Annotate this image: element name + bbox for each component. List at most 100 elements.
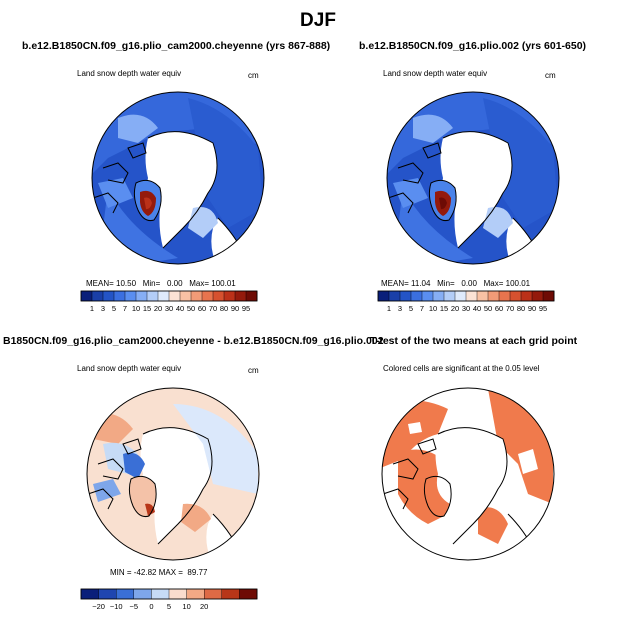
- colorbar-swatch: [135, 290, 148, 302]
- colorbar-swatch: [377, 290, 390, 302]
- colorbar-tick-label: 1: [387, 304, 391, 313]
- colorbar-swatch: [157, 290, 170, 302]
- panel-3-max: 89.77: [187, 568, 208, 577]
- colorbar-swatch: [102, 290, 115, 302]
- panel-2-max: 100.01: [505, 279, 531, 288]
- colorbar-tick-label: 15: [143, 304, 151, 313]
- colorbar-swatch: [432, 290, 445, 302]
- colorbar-tick-label: 50: [187, 304, 195, 313]
- figure-title: DJF: [300, 10, 336, 31]
- colorbar-swatch: [80, 290, 93, 302]
- colorbar-swatch: [151, 588, 170, 600]
- colorbar-swatch: [498, 290, 511, 302]
- colorbar-tick-label: 7: [123, 304, 127, 313]
- colorbar-tick-label: 95: [242, 304, 250, 313]
- colorbar-tick-label: 20: [451, 304, 459, 313]
- colorbar-swatch: [454, 290, 467, 302]
- colorbar-swatch: [98, 588, 117, 600]
- panel-3-max-label: MAX =: [158, 568, 183, 577]
- colorbar-swatch: [223, 290, 236, 302]
- panel-2-title: b.e12.B1850CN.f09_g16.plio.002 (yrs 601-…: [359, 40, 587, 52]
- panel-3-min-label: MIN =: [110, 568, 132, 577]
- panel-4-note: Colored cells are significant at the 0.0…: [383, 364, 540, 373]
- panel-1-colorbar: 1 3 5 7 10 15 20 30 40 50 60 70 80 90 95: [80, 290, 258, 313]
- panel-1-mean: 10.50: [116, 279, 137, 288]
- colorbar-tick-label: 3: [101, 304, 105, 313]
- colorbar-swatch: [399, 290, 412, 302]
- colorbar-tick-label: 80: [220, 304, 228, 313]
- colorbar-swatch: [388, 290, 401, 302]
- colorbar-swatch: [465, 290, 478, 302]
- colorbar-swatch: [168, 588, 187, 600]
- panel-4-map: [381, 387, 555, 561]
- panel-2-stats: MEAN= 11.04 Min= 0.00 Max= 100.01: [381, 279, 530, 288]
- colorbar-swatch: [186, 588, 205, 600]
- colorbar-frame: [80, 588, 258, 600]
- colorbar-tick-label: 90: [528, 304, 536, 313]
- colorbar-swatch: [239, 588, 258, 600]
- colorbar-frame: [377, 290, 555, 302]
- colorbar-swatch: [421, 290, 434, 302]
- panel-3-variable: Land snow depth water equiv: [77, 364, 182, 373]
- colorbar-swatch: [542, 290, 555, 302]
- panel-1-units: cm: [248, 71, 259, 80]
- panel-2-mean: 11.04: [411, 279, 431, 288]
- colorbar-tick-label: 70: [209, 304, 217, 313]
- colorbar-swatch: [124, 290, 137, 302]
- colorbar-swatch: [146, 290, 159, 302]
- colorbar-swatch: [80, 588, 99, 600]
- colorbar-swatch: [476, 290, 489, 302]
- colorbar-frame: [80, 290, 258, 302]
- colorbar-swatch: [487, 290, 500, 302]
- colorbar-swatch: [168, 290, 181, 302]
- colorbar-tick-label: 10: [132, 304, 140, 313]
- panel-2-max-label: Max=: [483, 279, 504, 288]
- panel-1-title: b.e12.B1850CN.f09_g16.plio_cam2000.cheye…: [22, 40, 331, 52]
- panel-3-stats: MIN = -42.82 MAX = 89.77: [110, 568, 207, 577]
- panel-3-units: cm: [248, 366, 259, 375]
- colorbar-tick-label: 95: [539, 304, 547, 313]
- panel-3-min: -42.82: [133, 568, 157, 577]
- panel-3-colorbar: −20 −10 −5 0 5 10 20: [80, 588, 258, 611]
- colorbar-tick-label: 80: [517, 304, 525, 313]
- panel-1-map: [91, 91, 265, 265]
- colorbar-swatch: [201, 290, 214, 302]
- panel-1-max: 100.01: [211, 279, 236, 288]
- panel-1-min: 0.00: [166, 279, 183, 288]
- panel-2-min-label: Min=: [437, 279, 455, 288]
- colorbar-tick-label: 5: [112, 304, 116, 313]
- colorbar-tick-label: −20: [92, 602, 105, 611]
- colorbar-tick-label: 5: [167, 602, 171, 611]
- panel-1-variable: Land snow depth water equiv: [77, 69, 182, 78]
- colorbar-tick-label: 3: [398, 304, 402, 313]
- colorbar-swatch: [443, 290, 456, 302]
- colorbar-tick-label: 20: [154, 304, 162, 313]
- colorbar-swatch: [212, 290, 225, 302]
- panel-2-mean-label: MEAN=: [381, 279, 409, 288]
- panel-1-min-label: Min=: [142, 279, 161, 288]
- panel-1-stats: MEAN= 10.50 Min= 0.00 Max= 100.01: [86, 279, 236, 288]
- colorbar-tick-label: 15: [440, 304, 448, 313]
- panel-2-units: cm: [545, 71, 556, 80]
- colorbar-swatch: [190, 290, 203, 302]
- panel-1-mean-label: MEAN=: [86, 279, 114, 288]
- colorbar-swatch: [133, 588, 152, 600]
- colorbar-tick-label: 7: [420, 304, 424, 313]
- colorbar-swatch: [410, 290, 423, 302]
- colorbar-tick-label: 20: [200, 602, 208, 611]
- panel-4-title: T-test of the two means at each grid poi…: [370, 335, 578, 347]
- colorbar-swatch: [245, 290, 258, 302]
- colorbar-tick-label: 40: [176, 304, 184, 313]
- colorbar-tick-label: 50: [484, 304, 492, 313]
- colorbar-swatch: [179, 290, 192, 302]
- colorbar-tick-label: 30: [165, 304, 173, 313]
- panel-3-map: [86, 387, 260, 561]
- colorbar-tick-label: 5: [409, 304, 413, 313]
- colorbar-swatch: [509, 290, 522, 302]
- panel-2-colorbar: 1 3 5 7 10 15 20 30 40 50 60 70 80 90 95: [377, 290, 555, 313]
- colorbar-swatch: [520, 290, 533, 302]
- colorbar-tick-label: −10: [110, 602, 123, 611]
- colorbar-swatch: [113, 290, 126, 302]
- colorbar-swatch: [531, 290, 544, 302]
- colorbar-tick-label: 90: [231, 304, 239, 313]
